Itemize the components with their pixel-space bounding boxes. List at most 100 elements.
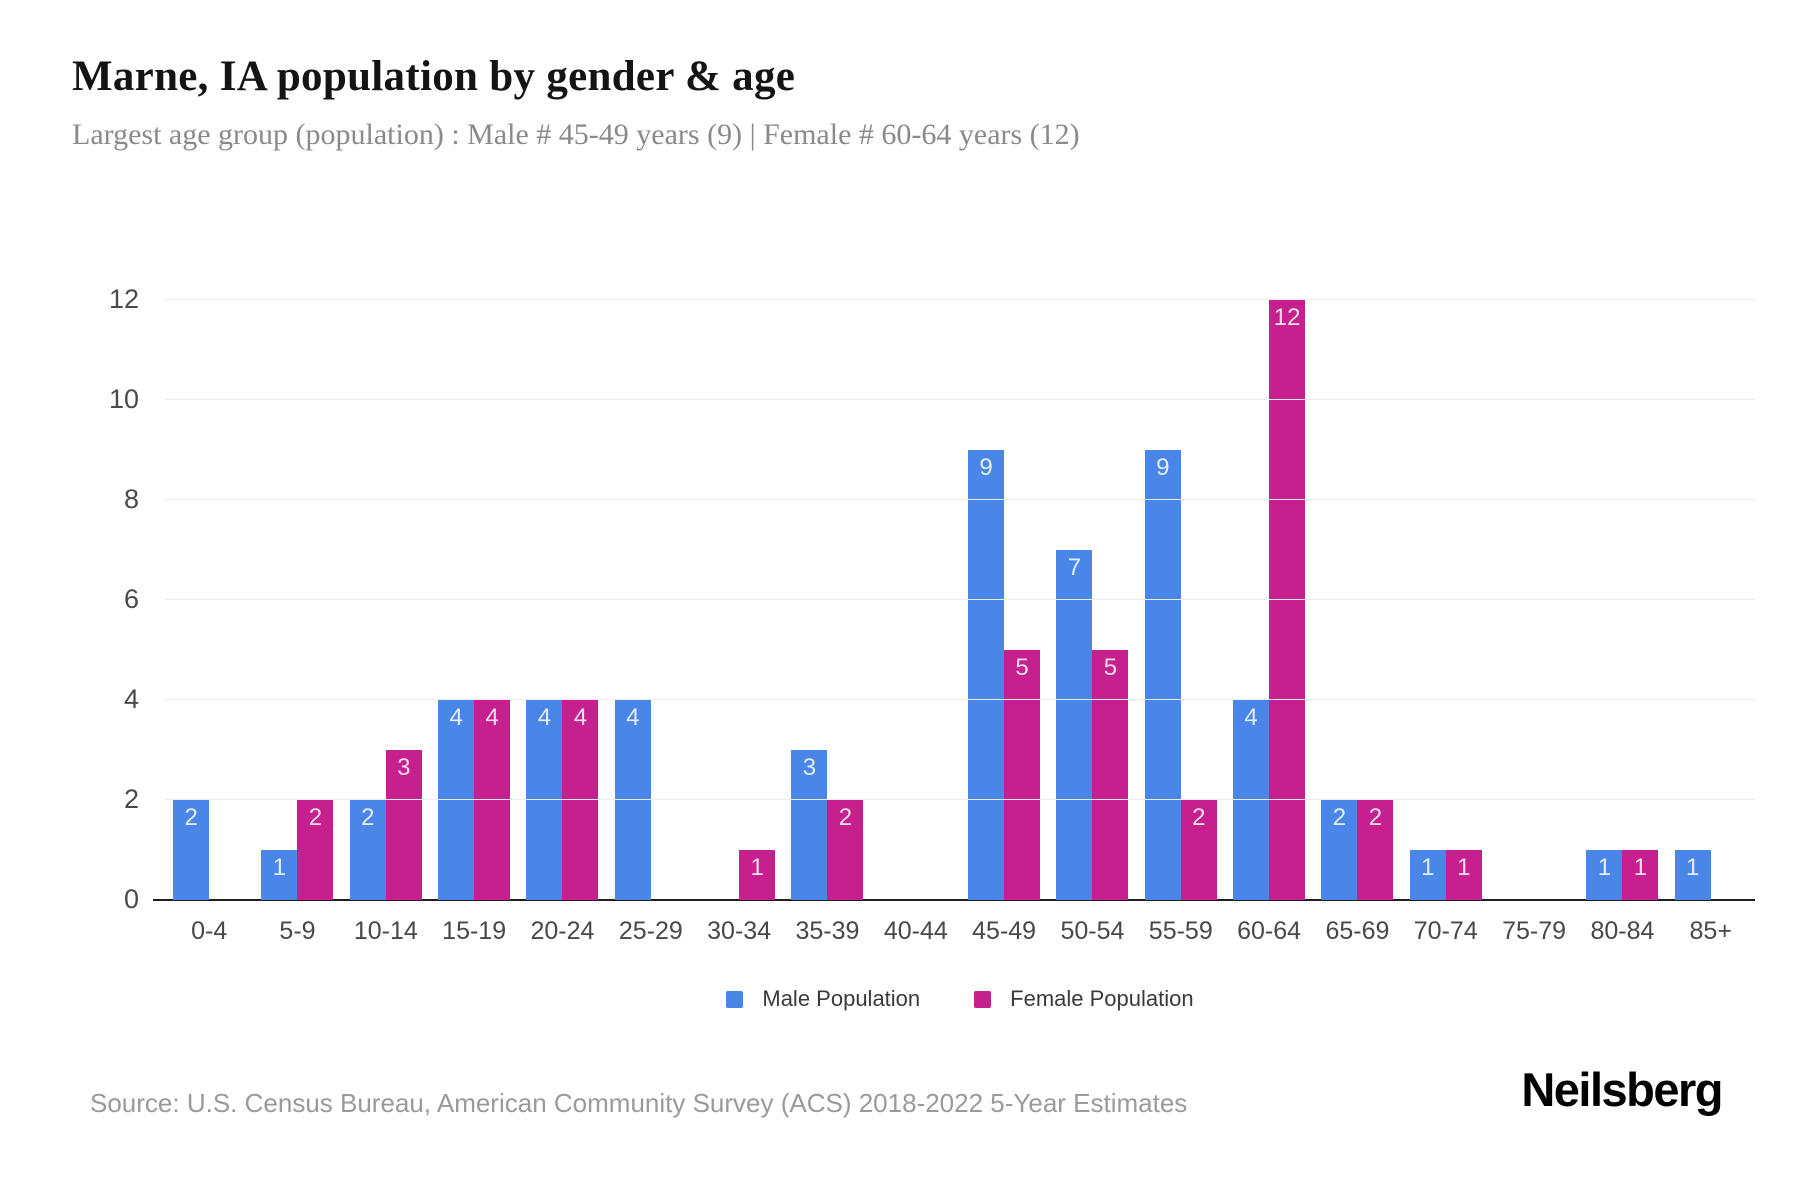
bar-value-label: 2 <box>184 804 198 831</box>
male-bar: 1 <box>1674 850 1711 900</box>
female-bar: 1 <box>1445 850 1482 900</box>
bar-value-label: 9 <box>979 454 993 481</box>
bar-group: 4 4 15-19 <box>430 300 518 945</box>
bar-group: 9 5 45-49 <box>960 300 1048 945</box>
bar-slots <box>880 300 952 900</box>
x-axis-tick-label: 70-74 <box>1413 917 1478 945</box>
bar-group: 1 2 5-9 <box>253 300 341 945</box>
male-bar: 2 <box>349 800 386 900</box>
female-bar-slot: 1 <box>739 300 776 900</box>
female-bar: 1 <box>1622 850 1659 900</box>
bar-value-label: 4 <box>1244 704 1258 731</box>
male-bar: 3 <box>791 750 828 900</box>
y-axis-tick-label: 0 <box>123 884 139 914</box>
male-bar-slot: 2 <box>173 300 210 900</box>
female-bar: 5 <box>1092 650 1129 900</box>
male-bar: 2 <box>1321 800 1358 900</box>
male-bar: 4 <box>1233 700 1270 900</box>
female-bar-slot: 2 <box>827 300 864 900</box>
female-bar-slot <box>209 300 245 900</box>
legend-item-female[interactable]: Female Population <box>974 986 1194 1012</box>
female-bar: 4 <box>474 700 511 900</box>
bar-slots: 1 <box>703 300 776 900</box>
bar-value-label: 7 <box>1067 554 1082 581</box>
legend: Male Population Female Population <box>165 986 1755 1012</box>
bar-group: 40-44 <box>872 300 960 945</box>
x-axis-tick-label: 65-69 <box>1325 917 1390 945</box>
bar-value-label: 9 <box>1156 454 1170 481</box>
male-bar: 7 <box>1056 550 1093 900</box>
female-bar: 3 <box>385 750 422 900</box>
gridline <box>165 499 1755 500</box>
y-axis-tick-label: 8 <box>123 484 139 515</box>
gridline <box>165 599 1755 600</box>
chart-subtitle: Largest age group (population) : Male # … <box>72 118 1080 151</box>
male-bar: 9 <box>968 450 1005 900</box>
male-bar-slot: 7 <box>1056 300 1093 900</box>
chart-title: Marne, IA population by gender & age <box>72 53 796 100</box>
bar-value-label: 1 <box>1597 854 1612 881</box>
female-bar-slot <box>1534 300 1570 900</box>
male-bar-slot: 2 <box>1321 300 1358 900</box>
female-bar-slot: 4 <box>474 300 511 900</box>
bar-value-label: 2 <box>1192 804 1206 831</box>
female-bar-slot: 12 <box>1269 300 1306 900</box>
male-bar-slot <box>703 300 739 900</box>
x-axis-tick-label: 15-19 <box>442 917 507 945</box>
bar-value-label: 4 <box>537 704 552 731</box>
male-legend-swatch-icon <box>726 990 744 1008</box>
bar-value-label: 2 <box>1368 804 1383 831</box>
bar-group: 2 0-4 <box>165 300 253 945</box>
x-axis-tick-label: 45-49 <box>972 917 1037 945</box>
male-bar: 4 <box>526 700 563 900</box>
bars-row: 2 0-4 1 2 5-9 2 3 10-14 4 4 15-19 4 4 20-24 4 25-29 1 30-… <box>165 300 1755 945</box>
bar-group: 4 12 60-64 <box>1225 300 1313 945</box>
bar-group: 4 25-29 <box>607 300 695 945</box>
male-bar-slot: 9 <box>1144 300 1181 900</box>
female-bar: 2 <box>1180 800 1217 900</box>
male-bar: 1 <box>1409 850 1446 900</box>
male-bar: 1 <box>261 850 298 900</box>
gridline <box>165 299 1755 300</box>
bar-value-label: 1 <box>750 854 764 881</box>
legend-item-label: Female Population <box>1010 986 1194 1011</box>
y-axis-tick-label: 4 <box>123 684 139 715</box>
female-bar-slot: 1 <box>1622 300 1659 900</box>
x-axis-tick-label: 55-59 <box>1148 917 1213 945</box>
bar-group: 1 1 80-84 <box>1578 300 1666 945</box>
female-bar-slot: 5 <box>1092 300 1129 900</box>
bar-value-label: 1 <box>1421 854 1435 881</box>
legend-item-male[interactable]: Male Population <box>726 986 920 1012</box>
x-axis-tick-label: 20-24 <box>530 917 595 945</box>
female-bar: 12 <box>1269 300 1306 900</box>
bar-value-label: 4 <box>573 704 588 731</box>
female-bar: 4 <box>562 700 599 900</box>
bar-group: 75-79 <box>1490 300 1578 945</box>
female-bar-slot: 1 <box>1445 300 1482 900</box>
female-bar-slot: 4 <box>562 300 599 900</box>
bar-value-label: 2 <box>838 804 853 831</box>
female-bar-slot <box>916 300 952 900</box>
male-bar: 2 <box>173 800 210 900</box>
bar-value-label: 4 <box>449 704 463 731</box>
x-axis-tick-label: 85+ <box>1689 917 1732 945</box>
x-axis-tick-label: 80-84 <box>1590 917 1655 945</box>
x-axis-tick-label: 35-39 <box>795 917 860 945</box>
source-text: Source: U.S. Census Bureau, American Com… <box>90 1088 1188 1118</box>
bar-value-label: 3 <box>397 754 411 781</box>
bar-value-label: 2 <box>1332 804 1347 831</box>
bar-value-label: 1 <box>1686 854 1700 881</box>
bar-value-label: 5 <box>1103 654 1118 681</box>
male-bar-slot <box>880 300 916 900</box>
female-bar-slot: 2 <box>297 300 334 900</box>
male-bar-slot: 3 <box>791 300 828 900</box>
y-axis-tick-label: 2 <box>123 784 139 815</box>
bar-group: 9 2 55-59 <box>1137 300 1225 945</box>
